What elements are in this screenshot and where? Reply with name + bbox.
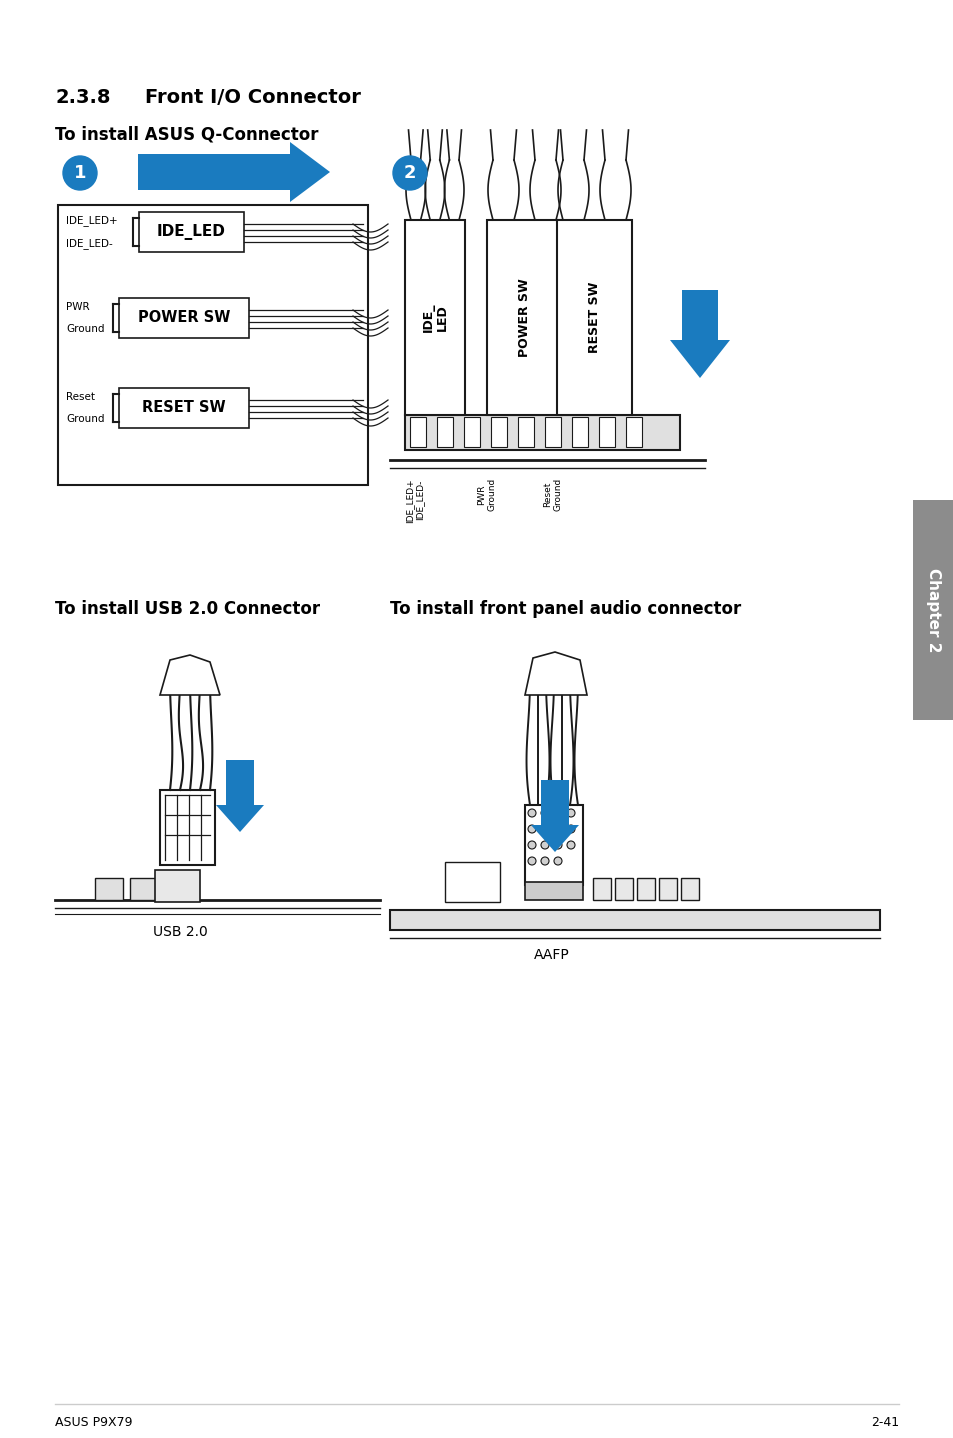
Text: IDE_LED+: IDE_LED+ bbox=[66, 216, 117, 226]
FancyBboxPatch shape bbox=[119, 298, 249, 338]
FancyBboxPatch shape bbox=[154, 870, 200, 902]
Text: USB 2.0: USB 2.0 bbox=[152, 925, 207, 939]
Polygon shape bbox=[531, 779, 578, 851]
Circle shape bbox=[554, 841, 561, 848]
Circle shape bbox=[527, 810, 536, 817]
Text: To install front panel audio connector: To install front panel audio connector bbox=[390, 600, 740, 618]
FancyBboxPatch shape bbox=[410, 417, 426, 447]
Circle shape bbox=[63, 155, 97, 190]
Text: 2: 2 bbox=[403, 164, 416, 183]
Polygon shape bbox=[669, 290, 729, 378]
Text: POWER SW: POWER SW bbox=[137, 311, 230, 325]
FancyBboxPatch shape bbox=[444, 861, 499, 902]
FancyBboxPatch shape bbox=[491, 417, 506, 447]
Text: PWR
Ground: PWR Ground bbox=[476, 477, 497, 512]
FancyBboxPatch shape bbox=[405, 416, 679, 450]
FancyBboxPatch shape bbox=[912, 500, 953, 720]
FancyBboxPatch shape bbox=[625, 417, 641, 447]
FancyBboxPatch shape bbox=[593, 879, 610, 900]
Text: To install ASUS Q-Connector: To install ASUS Q-Connector bbox=[55, 127, 318, 144]
Text: Reset: Reset bbox=[66, 393, 95, 403]
Text: RESET SW: RESET SW bbox=[587, 282, 600, 354]
FancyBboxPatch shape bbox=[615, 879, 633, 900]
FancyBboxPatch shape bbox=[557, 220, 631, 416]
FancyBboxPatch shape bbox=[463, 417, 479, 447]
Text: IDE_
LED: IDE_ LED bbox=[421, 303, 448, 332]
Text: Reset
Ground: Reset Ground bbox=[542, 477, 562, 512]
Text: RESET SW: RESET SW bbox=[142, 401, 226, 416]
Circle shape bbox=[527, 857, 536, 866]
Circle shape bbox=[527, 825, 536, 833]
Circle shape bbox=[540, 825, 548, 833]
FancyBboxPatch shape bbox=[160, 789, 214, 866]
Text: IDE_LED-: IDE_LED- bbox=[66, 239, 112, 249]
FancyBboxPatch shape bbox=[524, 805, 582, 884]
FancyBboxPatch shape bbox=[598, 417, 615, 447]
Circle shape bbox=[540, 810, 548, 817]
Circle shape bbox=[554, 857, 561, 866]
Circle shape bbox=[566, 825, 575, 833]
Circle shape bbox=[540, 857, 548, 866]
Circle shape bbox=[540, 841, 548, 848]
Polygon shape bbox=[138, 142, 330, 201]
Text: PWR: PWR bbox=[66, 302, 90, 312]
FancyBboxPatch shape bbox=[119, 388, 249, 429]
FancyBboxPatch shape bbox=[524, 881, 582, 900]
Polygon shape bbox=[390, 910, 879, 930]
Text: 2-41: 2-41 bbox=[870, 1416, 898, 1429]
Circle shape bbox=[554, 825, 561, 833]
FancyBboxPatch shape bbox=[659, 879, 677, 900]
FancyBboxPatch shape bbox=[130, 879, 158, 900]
FancyBboxPatch shape bbox=[405, 220, 464, 416]
FancyBboxPatch shape bbox=[58, 206, 368, 485]
FancyBboxPatch shape bbox=[486, 220, 561, 416]
Circle shape bbox=[554, 810, 561, 817]
FancyBboxPatch shape bbox=[680, 879, 699, 900]
Circle shape bbox=[527, 841, 536, 848]
FancyBboxPatch shape bbox=[572, 417, 587, 447]
Text: Ground: Ground bbox=[66, 414, 105, 424]
Text: To install USB 2.0 Connector: To install USB 2.0 Connector bbox=[55, 600, 320, 618]
FancyBboxPatch shape bbox=[139, 211, 244, 252]
Text: Front I/O Connector: Front I/O Connector bbox=[145, 88, 360, 106]
Text: Chapter 2: Chapter 2 bbox=[925, 568, 940, 653]
Circle shape bbox=[566, 810, 575, 817]
Circle shape bbox=[566, 841, 575, 848]
FancyBboxPatch shape bbox=[637, 879, 655, 900]
FancyBboxPatch shape bbox=[436, 417, 453, 447]
FancyBboxPatch shape bbox=[95, 879, 123, 900]
Text: Ground: Ground bbox=[66, 324, 105, 334]
Polygon shape bbox=[160, 654, 220, 695]
Text: 1: 1 bbox=[73, 164, 86, 183]
Text: IDE_LED: IDE_LED bbox=[156, 224, 225, 240]
Text: POWER SW: POWER SW bbox=[517, 278, 531, 357]
Text: ASUS P9X79: ASUS P9X79 bbox=[55, 1416, 132, 1429]
FancyBboxPatch shape bbox=[165, 879, 193, 900]
Polygon shape bbox=[215, 761, 264, 833]
FancyBboxPatch shape bbox=[544, 417, 560, 447]
Text: AAFP: AAFP bbox=[534, 948, 569, 962]
Text: IDE_LED+
IDE_LED-: IDE_LED+ IDE_LED- bbox=[405, 477, 424, 522]
Text: 2.3.8: 2.3.8 bbox=[55, 88, 111, 106]
Polygon shape bbox=[524, 651, 586, 695]
Circle shape bbox=[393, 155, 427, 190]
FancyBboxPatch shape bbox=[517, 417, 534, 447]
